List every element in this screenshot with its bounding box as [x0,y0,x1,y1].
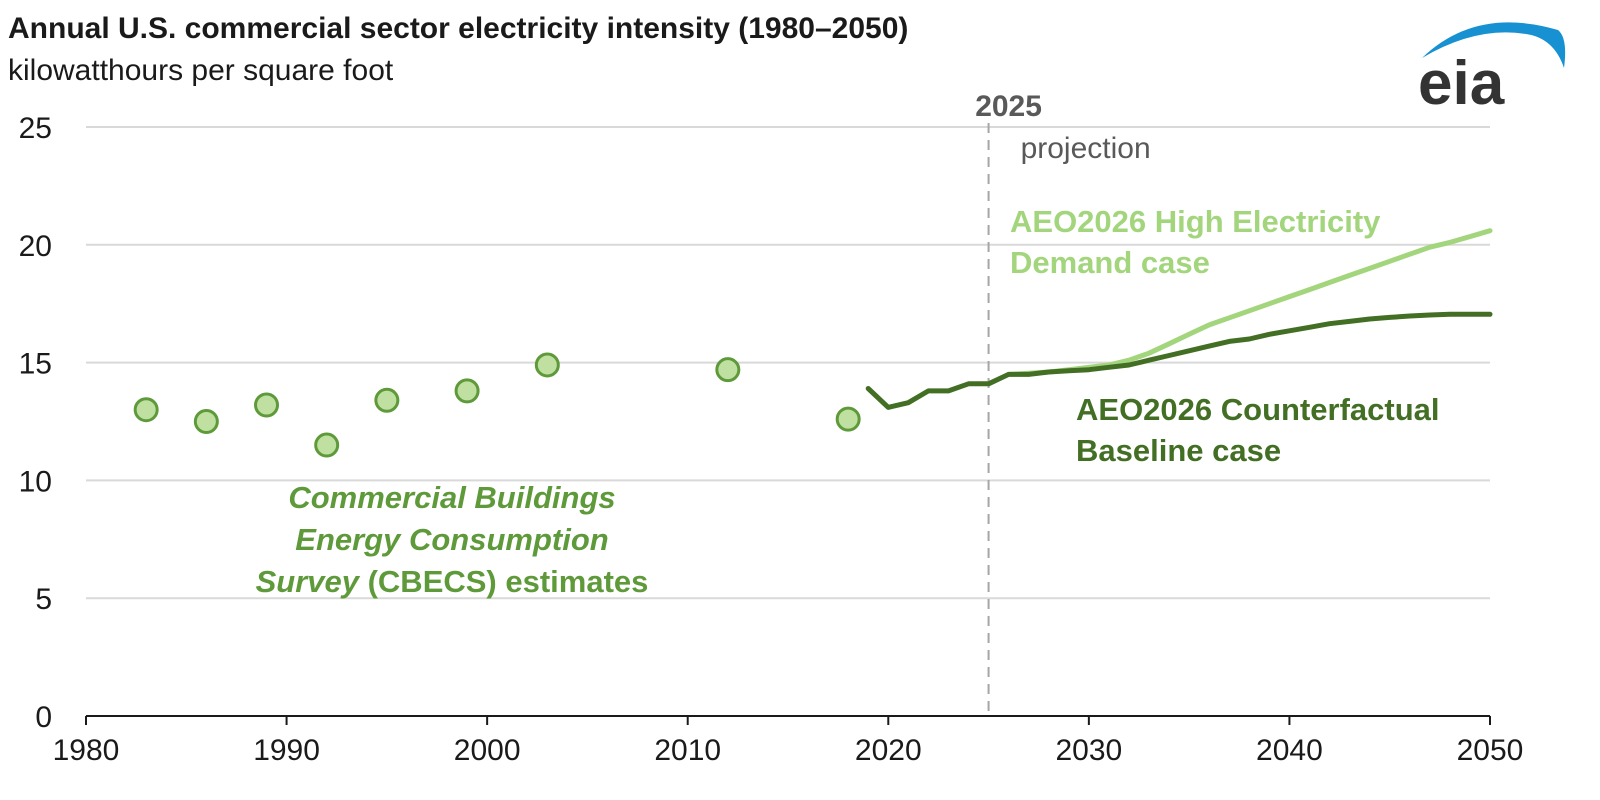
eia-logo-text: eia [1418,49,1505,118]
chart-title: Annual U.S. commercial sector electricit… [8,12,909,45]
eia-logo-arc [1422,22,1566,68]
series [133,228,1493,458]
cbecs-label-estimates: (CBECS) estimates [359,564,648,599]
cbecs-point [534,352,560,378]
y-tick-label: 15 [19,348,52,381]
x-tick-label: 2050 [1457,734,1524,767]
y-tick-label: 25 [19,112,52,145]
series-labels: Commercial Buildings Energy Consumption … [256,204,1440,599]
projection-marker: 2025 projection [975,90,1151,716]
gridlines [86,126,1490,600]
x-tick-label: 2010 [654,734,721,767]
baseline-label-line-2: Baseline case [1076,433,1281,468]
x-tick-label: 2020 [855,734,922,767]
axes: 0 5 10 15 20 25 1980 1990 2000 2010 2020 2030 2040 20… [19,112,1524,767]
cbecs-label-line-2: Energy Consumption [295,522,608,557]
baseline-series-line [865,311,1493,410]
high-demand-series-line [1006,228,1493,377]
projection-year-label: 2025 [975,90,1042,123]
y-tick-label: 20 [19,230,52,263]
cbecs-point [374,387,400,413]
y-tick-label: 10 [19,465,52,498]
cbecs-point [715,357,741,383]
x-tick-label: 2040 [1256,734,1323,767]
cbecs-point [454,378,480,404]
high-demand-label-line-2: Demand case [1010,245,1210,280]
cbecs-point [835,406,861,432]
cbecs-label-line-3: Survey (CBECS) estimates [256,564,649,599]
chart-subtitle: kilowatthours per square foot [8,54,394,87]
cbecs-point [254,392,280,418]
projection-label: projection [1021,132,1151,165]
x-tick-label: 2030 [1055,734,1122,767]
eia-logo: eia [1418,22,1566,118]
y-tick-label: 5 [35,583,52,616]
y-tick-label: 0 [35,701,52,734]
cbecs-label-survey: Survey [256,564,361,599]
x-tick-label: 1980 [53,734,120,767]
x-tick-label: 2000 [454,734,521,767]
cbecs-point [314,432,340,458]
cbecs-point [133,397,159,423]
high-demand-label-line-1: AEO2026 High Electricity [1010,204,1381,239]
x-tick-label: 1990 [253,734,320,767]
cbecs-point [193,409,219,434]
baseline-label-line-1: AEO2026 Counterfactual [1076,392,1440,427]
cbecs-label-line-1: Commercial Buildings [288,480,615,515]
